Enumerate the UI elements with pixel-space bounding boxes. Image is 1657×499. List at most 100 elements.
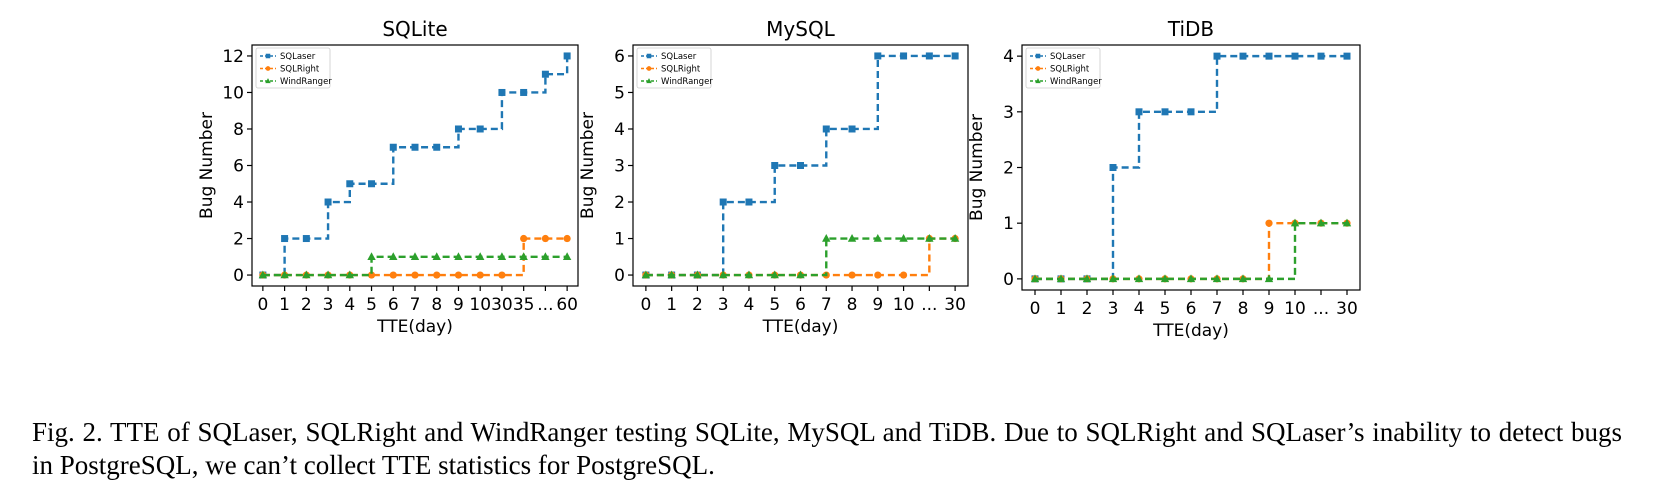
series-windranger-tidb (1030, 218, 1352, 283)
y-tick-label-tidb-1: 1 (1003, 214, 1014, 234)
data-point-windranger-tidb-8 (1238, 274, 1248, 283)
x-tick-label-sqlite-1: 1 (279, 295, 290, 315)
legend-marker-sqlright-mysql (646, 66, 652, 71)
data-point-windranger-mysql-3 (718, 270, 728, 279)
data-point-windranger-mysql-1 (667, 270, 676, 279)
x-tick-label-sqlite-3: 3 (323, 295, 334, 315)
data-point-windranger-sqlite-2 (302, 270, 311, 279)
data-point-windranger-sqlite-14 (562, 252, 572, 260)
data-point-sqlaser-tidb-5 (1161, 108, 1169, 116)
chart-title-tidb: TiDB (1167, 17, 1214, 41)
data-point-windranger-sqlite-7 (410, 252, 420, 260)
x-tick-label-mysql-2: 2 (692, 295, 703, 315)
data-point-sqlaser-sqlite-13 (541, 70, 549, 78)
legend-marker-sqlright-sqlite (265, 66, 271, 71)
y-tick-label-mysql-1: 1 (614, 230, 625, 250)
x-tick-label-sqlite-10: 10 (469, 295, 491, 315)
y-tick-label-mysql-0: 0 (614, 266, 625, 286)
y-tick-label-sqlite-6: 6 (233, 157, 244, 177)
data-point-sqlright-sqlite-6 (389, 271, 397, 279)
x-tick-label-tidb-11: ... (1313, 299, 1329, 319)
x-tick-label-tidb-9: 9 (1264, 299, 1275, 319)
data-point-windranger-tidb-0 (1030, 274, 1040, 283)
legend-marker-windranger-sqlite (265, 78, 271, 84)
data-point-windranger-sqlite-8 (432, 252, 441, 260)
data-point-sqlright-sqlite-9 (454, 271, 463, 279)
legend-marker-sqlright-tidb (1035, 66, 1041, 71)
data-point-windranger-mysql-12 (950, 234, 960, 242)
legend-label-sqlaser-tidb: SQLaser (1050, 52, 1086, 62)
data-point-sqlaser-tidb-9 (1265, 52, 1273, 60)
series-windranger-sqlite (258, 252, 572, 279)
y-tick-label-mysql-4: 4 (614, 120, 625, 140)
legend-marker-sqlaser-tidb (1035, 53, 1041, 59)
data-point-windranger-mysql-4 (744, 270, 754, 279)
legend-label-windranger-sqlite: WindRanger (280, 77, 332, 87)
data-point-windranger-mysql-0 (641, 270, 651, 279)
chart-title-sqlite: SQLite (382, 17, 447, 41)
legend-label-sqlaser-sqlite: SQLaser (280, 52, 316, 62)
x-tick-label-sqlite-12: 35 (513, 295, 535, 315)
data-point-sqlright-sqlite-11 (498, 271, 506, 279)
legend-marker-windranger-mysql (646, 78, 652, 84)
data-point-windranger-sqlite-9 (454, 252, 463, 260)
x-tick-label-sqlite-14: 60 (556, 295, 578, 315)
x-tick-label-mysql-0: 0 (640, 295, 651, 315)
x-tick-label-sqlite-4: 4 (344, 295, 355, 315)
y-tick-label-mysql-5: 5 (614, 83, 625, 103)
data-point-sqlright-sqlite-12 (520, 234, 528, 243)
data-point-windranger-mysql-7 (822, 234, 831, 242)
y-tick-label-sqlite-12: 12 (222, 47, 244, 67)
legend-box-sqlite (255, 47, 331, 89)
data-point-windranger-sqlite-3 (323, 270, 333, 279)
y-tick-label-sqlite-8: 8 (233, 120, 244, 140)
x-tick-label-sqlite-13: ... (537, 295, 553, 315)
y-tick-label-sqlite-0: 0 (233, 266, 244, 286)
data-point-windranger-sqlite-11 (497, 252, 507, 260)
x-tick-label-tidb-3: 3 (1108, 299, 1119, 319)
x-axis-label-tidb: TTE(day) (1152, 321, 1229, 341)
x-tick-label-mysql-12: 30 (944, 295, 966, 315)
data-point-windranger-mysql-9 (873, 234, 883, 242)
data-point-sqlaser-sqlite-2 (302, 235, 310, 243)
data-point-windranger-sqlite-0 (258, 270, 268, 279)
data-point-sqlaser-sqlite-8 (433, 143, 441, 151)
x-tick-label-mysql-9: 9 (872, 295, 883, 315)
legend-tidb: SQLaser SQLRight WindRanger (1025, 47, 1102, 89)
data-point-sqlaser-tidb-8 (1239, 52, 1247, 60)
y-axis-label-sqlite: Bug Number (197, 112, 217, 219)
data-point-sqlaser-mysql-6 (797, 162, 804, 169)
data-point-windranger-tidb-10 (1290, 218, 1300, 227)
x-axis-label-sqlite: TTE(day) (376, 317, 453, 337)
series-windranger-mysql (641, 234, 960, 279)
data-point-windranger-sqlite-10 (476, 252, 485, 260)
data-point-sqlaser-tidb-4 (1135, 108, 1143, 116)
data-point-sqlaser-sqlite-10 (476, 125, 484, 133)
x-tick-label-mysql-11: ... (921, 295, 937, 315)
y-tick-label-mysql-6: 6 (614, 47, 625, 67)
x-tick-label-tidb-12: 30 (1336, 299, 1358, 319)
data-point-sqlright-sqlite-10 (476, 271, 484, 279)
x-tick-label-tidb-2: 2 (1082, 299, 1093, 319)
data-point-windranger-sqlite-6 (389, 252, 398, 260)
data-point-sqlright-sqlite-5 (367, 271, 376, 279)
legend-label-windranger-tidb: WindRanger (1050, 77, 1102, 87)
y-tick-label-mysql-2: 2 (614, 193, 625, 213)
x-tick-label-mysql-8: 8 (847, 295, 858, 315)
data-point-windranger-mysql-2 (693, 270, 702, 279)
legend-label-sqlright-tidb: SQLRight (1050, 65, 1090, 75)
data-point-sqlaser-tidb-10 (1291, 52, 1299, 60)
data-point-windranger-tidb-11 (1316, 218, 1326, 227)
data-point-sqlright-sqlite-8 (433, 271, 441, 279)
series-line-windranger-sqlite (262, 255, 568, 277)
x-tick-label-mysql-7: 7 (821, 295, 832, 315)
y-axis-label-tidb: Bug Number (967, 114, 987, 221)
data-point-sqlaser-sqlite-11 (498, 88, 506, 96)
x-tick-label-tidb-7: 7 (1212, 299, 1223, 319)
data-point-windranger-sqlite-13 (541, 252, 550, 260)
legend-label-sqlaser-mysql: SQLaser (661, 52, 697, 62)
data-point-sqlaser-mysql-10 (900, 52, 908, 60)
data-point-windranger-tidb-5 (1160, 274, 1170, 283)
x-tick-label-sqlite-9: 9 (453, 295, 464, 315)
